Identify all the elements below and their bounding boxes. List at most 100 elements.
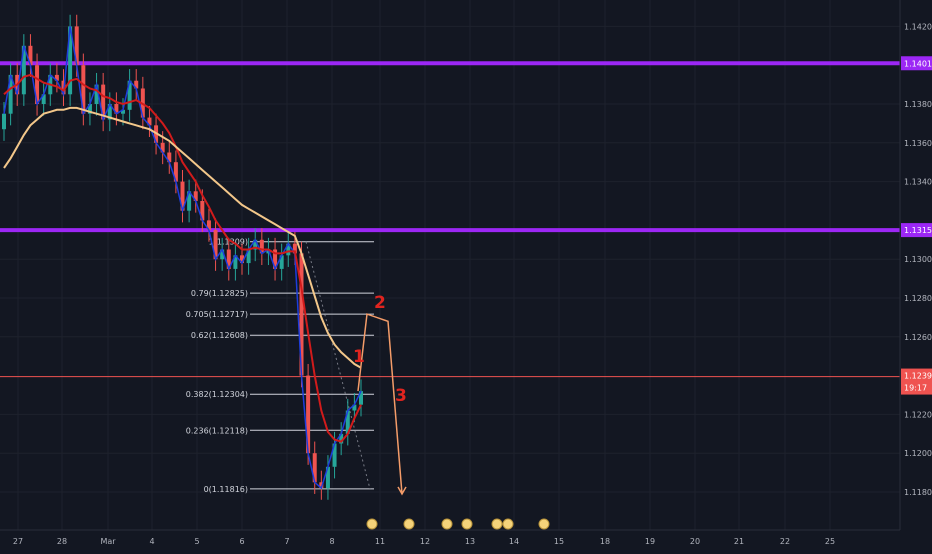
time-tick-label: Mar: [100, 537, 116, 546]
candle-body: [226, 249, 231, 269]
price-tick-label: 1.13600: [904, 139, 932, 148]
candle-body: [94, 84, 99, 104]
time-tick-label: 20: [690, 537, 700, 546]
candle-body: [127, 80, 132, 110]
fib-level-label: 0(1.11816): [204, 485, 248, 494]
time-tick-label: 12: [420, 537, 430, 546]
economic-event-marker[interactable]: [502, 518, 514, 530]
price-axis[interactable]: 1.14200 1.13800 1.13600 1.13400 1.13000 1.128…: [904, 22, 932, 497]
level-price-tag: [901, 56, 932, 71]
economic-event-marker[interactable]: [366, 518, 378, 530]
candle-body: [325, 466, 330, 489]
candle-body: [134, 80, 139, 89]
candle-body: [253, 239, 258, 250]
level-price-tag-label: 1.14010: [904, 59, 932, 68]
candle-body: [319, 482, 324, 489]
fib-level-label: 0.382(1.12304): [186, 390, 248, 399]
time-tick-label: 18: [600, 537, 610, 546]
grid: [0, 0, 900, 530]
price-tick-label: 1.12000: [904, 449, 932, 458]
candle-body: [233, 255, 238, 269]
time-tick-label: 15: [554, 537, 564, 546]
candle-body: [193, 191, 198, 201]
time-tick-label: 11: [375, 537, 385, 546]
candle-body: [220, 249, 225, 260]
projection-step-1: 1: [353, 347, 365, 367]
candle-body: [292, 243, 297, 254]
time-tick-label: 21: [734, 537, 744, 546]
candle-body: [180, 181, 185, 211]
candle-body: [87, 104, 92, 114]
candle-body: [147, 117, 152, 126]
candle-body: [121, 109, 125, 114]
price-tick-label: 1.12600: [904, 333, 932, 342]
candle-body: [41, 94, 46, 104]
candle-body: [345, 410, 350, 434]
candle-body: [213, 230, 218, 260]
projection-path[interactable]: 1 2 3: [353, 293, 407, 496]
candle-body: [200, 201, 205, 221]
candle-body: [173, 162, 178, 182]
candle-body: [160, 142, 165, 153]
projection-line[interactable]: [357, 313, 403, 494]
candle-body: [332, 443, 337, 467]
fib-level-label: 0.79(1.12825): [191, 289, 248, 298]
candle-body: [2, 113, 6, 130]
time-scale-background[interactable]: [0, 530, 900, 550]
candle-body: [312, 453, 317, 483]
candle-body: [68, 26, 73, 95]
medium-ma-line: [3, 73, 362, 443]
economic-event-marker[interactable]: [461, 518, 473, 530]
candle-body: [259, 239, 264, 254]
price-tick-label: 1.11800: [904, 488, 932, 497]
candle-body: [339, 433, 344, 444]
price-scale-background[interactable]: [900, 0, 932, 530]
time-tick-label: 8: [329, 537, 334, 546]
current-price-countdown: 19:17: [904, 384, 927, 393]
price-tick-label: 1.13400: [904, 178, 932, 187]
event-markers[interactable]: [366, 518, 550, 530]
time-tick-label: 19: [645, 537, 655, 546]
price-tick-label: 1.14200: [904, 22, 932, 31]
economic-event-marker[interactable]: [403, 518, 415, 530]
candle-body: [35, 65, 40, 104]
price-tick-label: 1.13000: [904, 255, 932, 264]
time-axis[interactable]: 27 28 Mar 4 5 6 7 8 11 12 13 14 15 18 19 20 21 22 25: [13, 537, 835, 546]
time-tick-label: 28: [57, 537, 67, 546]
fast-ma-line: [3, 26, 362, 490]
time-tick-label: 4: [149, 537, 154, 546]
candle-body: [273, 249, 278, 269]
projection-step-3: 3: [395, 386, 407, 406]
price-tick-label: 1.13800: [904, 100, 932, 109]
price-tick-label: 1.12200: [904, 410, 932, 419]
time-tick-label: 5: [194, 537, 199, 546]
candle-body: [167, 152, 172, 163]
time-tick-label: 6: [239, 537, 244, 546]
time-tick-label: 14: [509, 537, 519, 546]
time-tick-label: 7: [284, 537, 289, 546]
candle-body: [240, 255, 244, 264]
time-tick-label: 13: [465, 537, 475, 546]
candle-body: [299, 253, 304, 376]
candle-body: [21, 45, 26, 95]
candle-body: [8, 74, 13, 114]
candle-body: [54, 74, 59, 81]
current-price-tag: [901, 368, 932, 395]
candle-body: [246, 249, 251, 264]
economic-event-marker[interactable]: [538, 518, 550, 530]
candle-body: [306, 375, 311, 454]
current-price-value: 1.12395: [904, 372, 932, 381]
level-price-tag-label: 1.13150: [904, 226, 932, 235]
candle-body: [74, 26, 79, 66]
candle-body: [28, 45, 33, 66]
candle-body: [187, 191, 192, 211]
candle-body: [359, 391, 363, 405]
slow-ma-line: [3, 106, 362, 369]
economic-event-marker[interactable]: [441, 518, 453, 530]
horizontal-levels[interactable]: [0, 61, 900, 378]
fib-level-label: 0.236(1.12118): [186, 426, 248, 435]
economic-event-marker[interactable]: [491, 518, 503, 530]
